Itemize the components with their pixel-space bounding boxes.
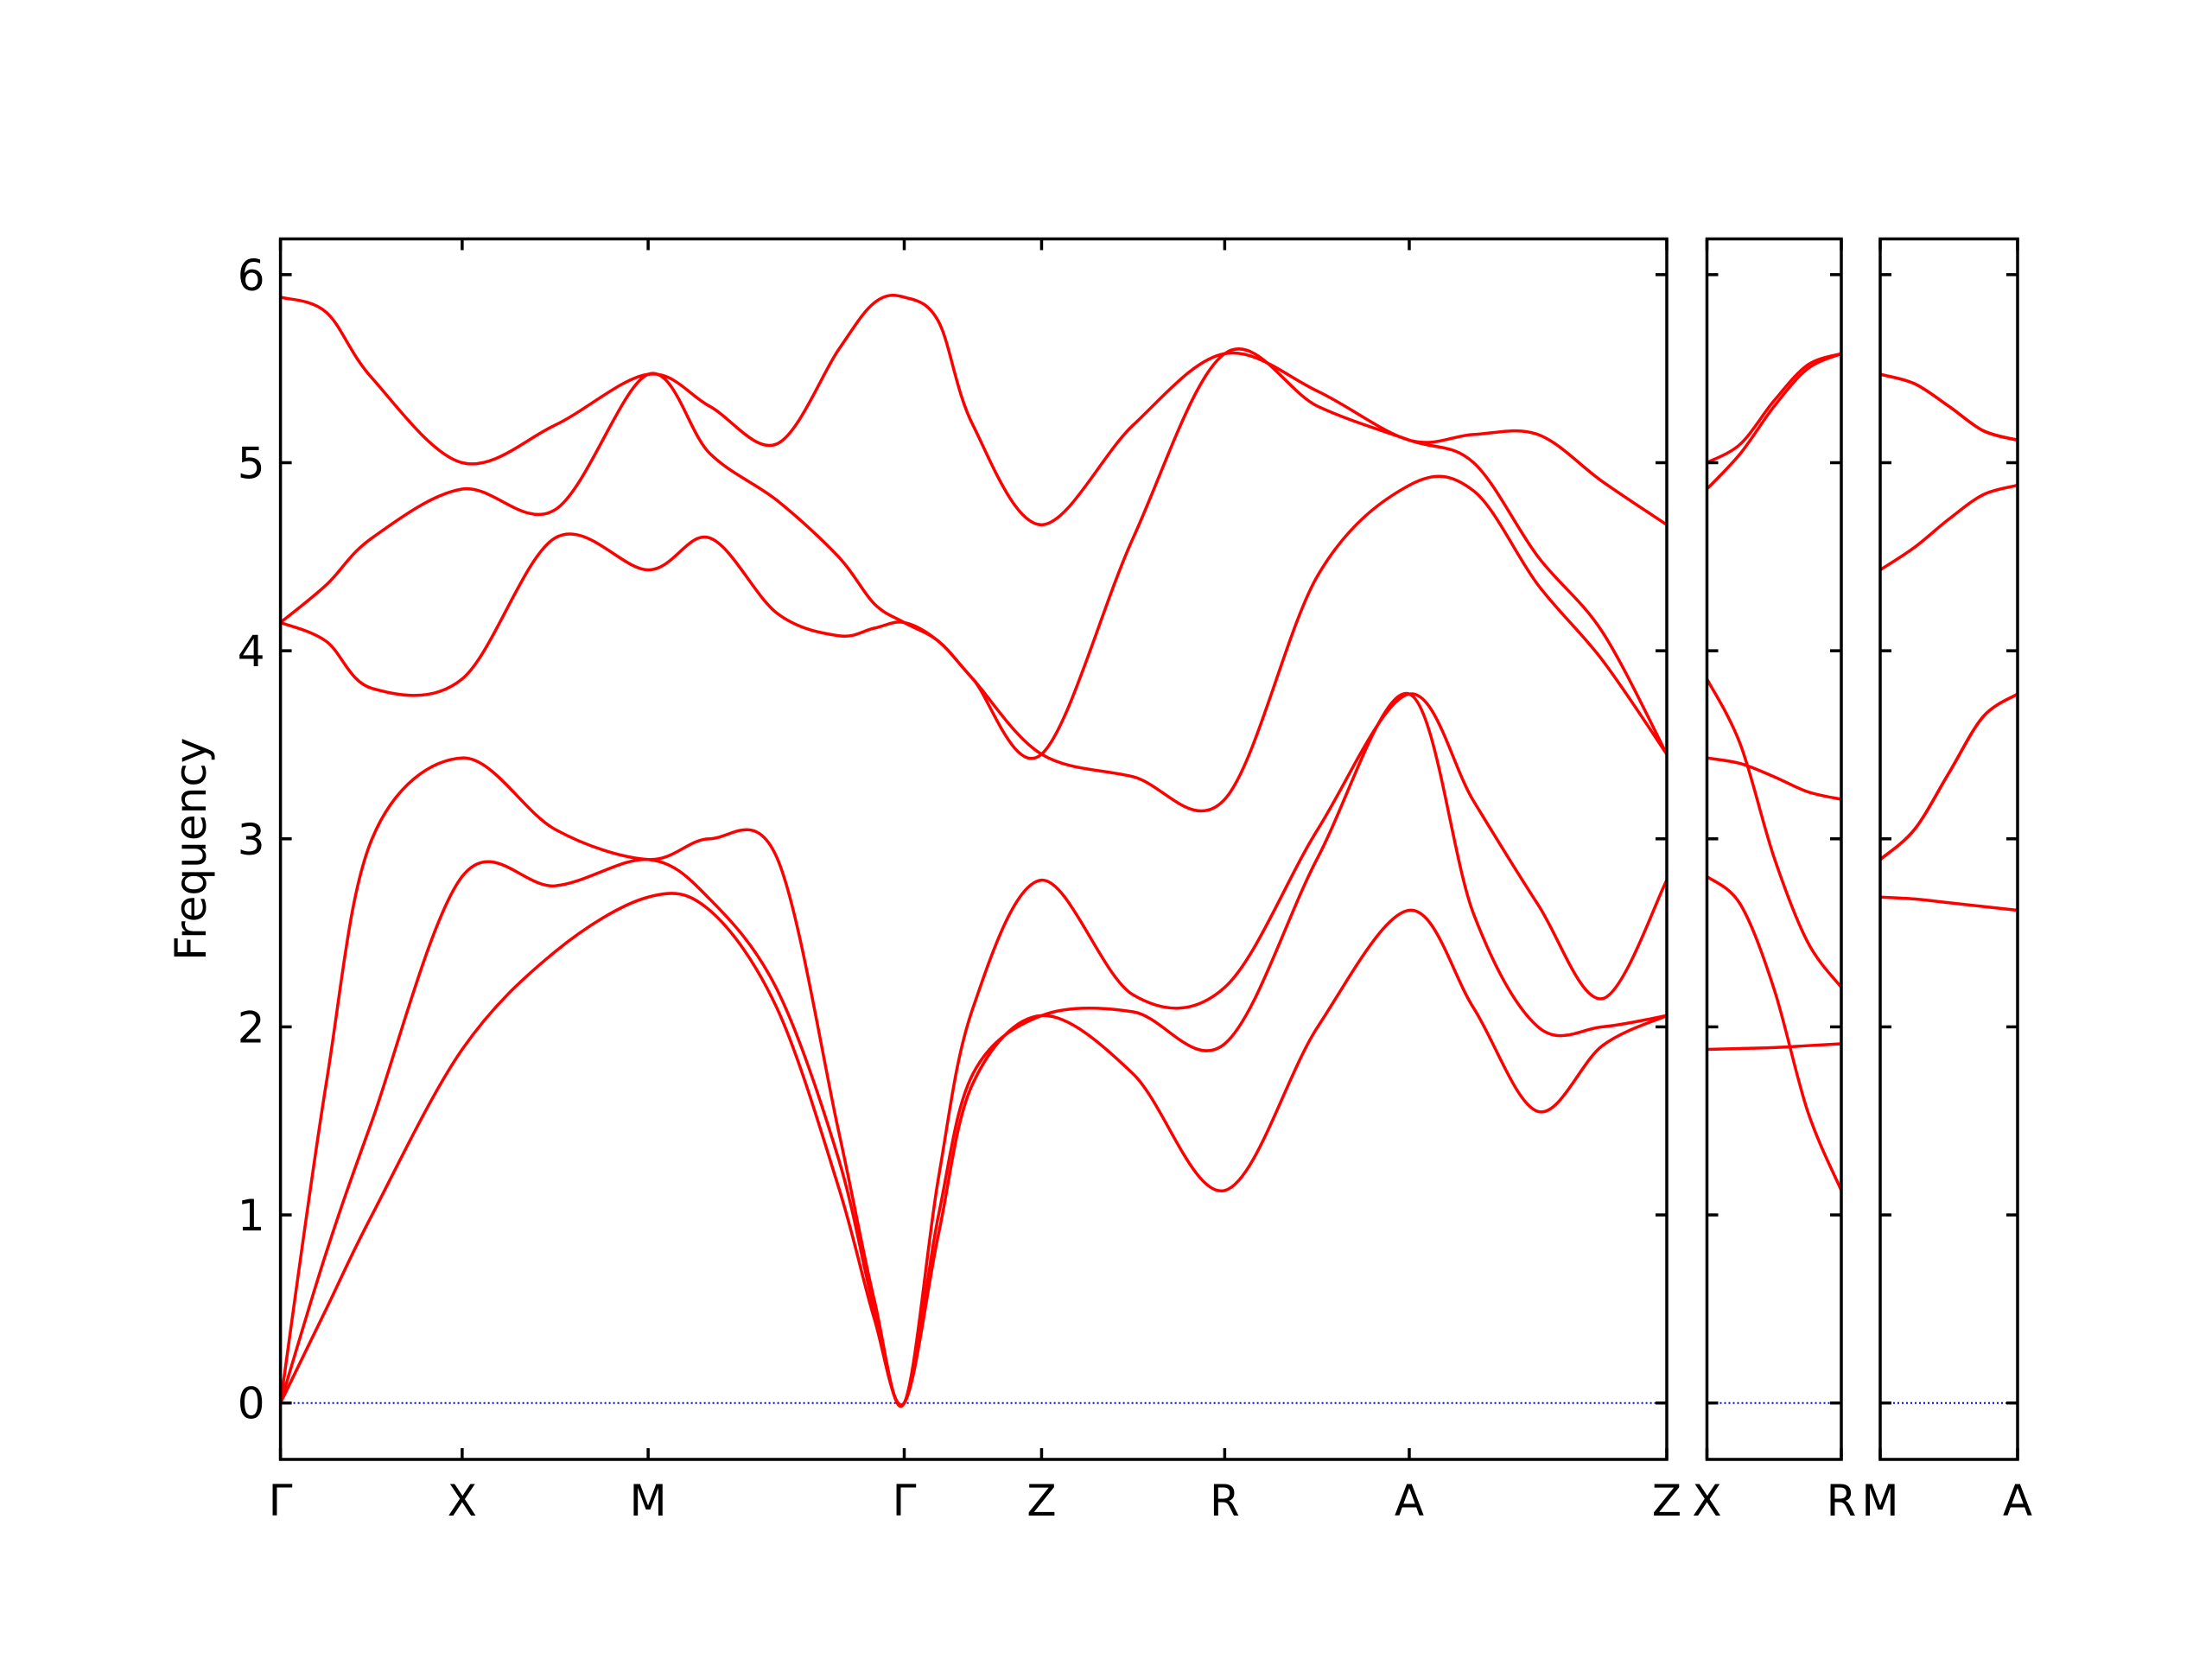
band-line xyxy=(278,692,1669,1408)
plot-frame xyxy=(1705,237,1843,1461)
x-tick-label: Γ xyxy=(269,1476,293,1526)
y-axis-label: Frequency xyxy=(166,738,216,961)
band-line xyxy=(1707,1042,1842,1052)
x-tick-label: A xyxy=(1395,1476,1424,1526)
x-tick-label: X xyxy=(1692,1476,1721,1526)
band-line xyxy=(1878,692,2018,861)
x-tick-label: R xyxy=(1210,1476,1240,1526)
y-tick-label: 1 xyxy=(238,1191,265,1241)
band-line xyxy=(278,692,1668,1407)
x-tick-label: A xyxy=(2003,1476,2032,1526)
band-line xyxy=(280,294,1668,527)
band-line xyxy=(1707,756,1842,801)
y-tick-label: 3 xyxy=(238,815,265,865)
x-tick-label: M xyxy=(1861,1476,1898,1526)
plot-frame xyxy=(278,237,1669,1461)
band-line xyxy=(1706,874,1843,1192)
x-tick-label: Z xyxy=(1027,1476,1056,1526)
band-line xyxy=(1879,895,2018,912)
band-line xyxy=(1705,677,1843,988)
plot-frame xyxy=(1878,237,2019,1461)
x-tick-label: Z xyxy=(1652,1476,1681,1526)
y-tick-label: 0 xyxy=(238,1379,265,1429)
band-line xyxy=(1706,352,1842,465)
band-line xyxy=(279,474,1669,813)
band-line xyxy=(1878,692,2018,861)
x-tick-label: Γ xyxy=(893,1476,917,1526)
y-tick-label: 6 xyxy=(238,251,265,301)
band-line xyxy=(1706,352,1842,491)
y-tick-label: 4 xyxy=(238,626,265,677)
band-line xyxy=(1879,483,2018,572)
x-tick-label: M xyxy=(630,1476,667,1526)
band-line xyxy=(279,892,1668,1407)
y-tick-label: 2 xyxy=(238,1002,265,1052)
x-tick-label: X xyxy=(448,1476,477,1526)
y-tick-label: 5 xyxy=(238,438,265,488)
x-tick-label: R xyxy=(1827,1476,1857,1526)
band-line xyxy=(279,347,1669,760)
band-line xyxy=(1879,372,2018,442)
